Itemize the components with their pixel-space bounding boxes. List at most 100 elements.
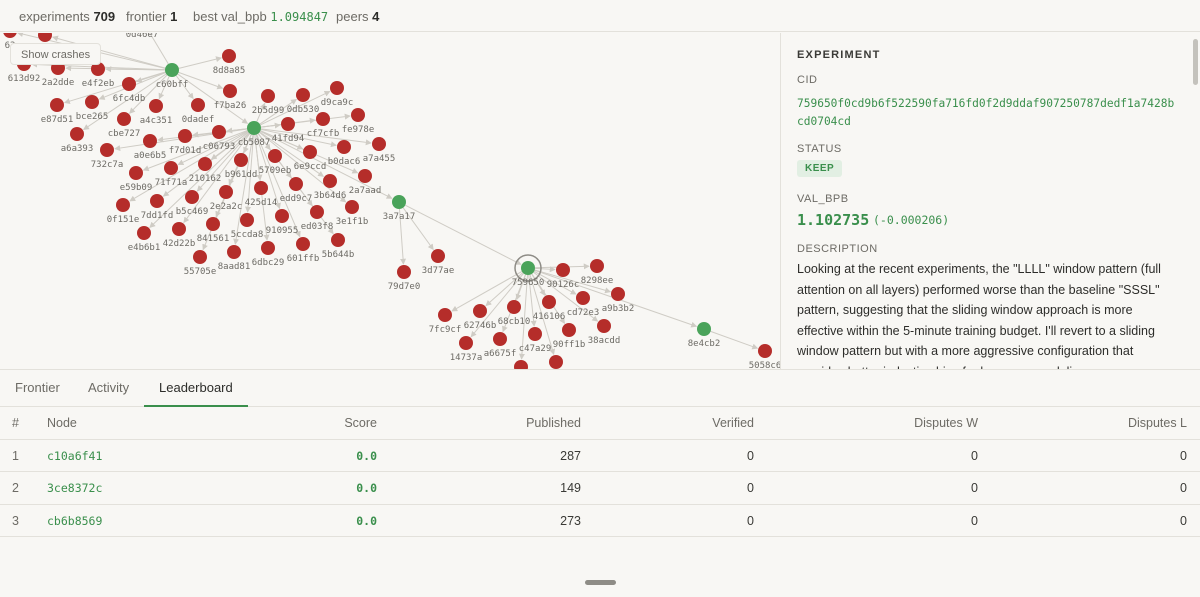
graph-node-41fd94[interactable] <box>281 117 295 131</box>
graph-node-14737a[interactable] <box>459 336 473 350</box>
tab-activity[interactable]: Activity <box>88 380 130 395</box>
graph-node-38acdd[interactable] <box>597 319 611 333</box>
header-verified[interactable]: Verified <box>712 416 754 430</box>
graph-node-732c7a[interactable] <box>100 143 114 157</box>
graph-node-0f151e[interactable] <box>116 198 130 212</box>
header-disputes-l[interactable]: Disputes L <box>1127 416 1187 430</box>
graph-node-7dd1fd[interactable] <box>150 194 164 208</box>
graph-node-68cb10[interactable] <box>507 300 521 314</box>
graph-node-8298ee[interactable] <box>590 259 604 273</box>
graph-node-3a7a17[interactable] <box>392 195 406 209</box>
graph-canvas[interactable]: 620d46e7613d922a2ddee4f2ebc60bff8d8a856f… <box>0 33 780 369</box>
graph-node-90ff1b[interactable] <box>562 323 576 337</box>
header-disputes-w[interactable]: Disputes W <box>914 416 978 430</box>
graph-node-5709eb[interactable] <box>268 149 282 163</box>
graph-node-fe978e[interactable] <box>351 108 365 122</box>
graph-node-759650[interactable] <box>521 261 535 275</box>
drag-handle[interactable] <box>585 580 616 585</box>
graph-node-841561[interactable] <box>206 217 220 231</box>
graph-node-5ccda8[interactable] <box>240 213 254 227</box>
graph-node-e4f2eb[interactable] <box>91 62 105 76</box>
graph-node-425d14[interactable] <box>254 181 268 195</box>
graph-node-5058c6[interactable] <box>758 344 772 358</box>
graph-node-42d22b[interactable] <box>172 222 186 236</box>
graph-node-3b64d6[interactable] <box>323 174 337 188</box>
graph-node-79d7e0[interactable] <box>397 265 411 279</box>
graph-node-910955[interactable] <box>275 209 289 223</box>
graph-node-bce265[interactable] <box>85 95 99 109</box>
graph-node-e4b6b1[interactable] <box>137 226 151 240</box>
graph-node-cb5087[interactable] <box>247 121 261 135</box>
graph-node-8d8a85[interactable] <box>222 49 236 63</box>
graph-node-a6675f[interactable] <box>493 332 507 346</box>
graph-node-210162[interactable] <box>198 157 212 171</box>
graph-node-2e2a2c[interactable] <box>219 185 233 199</box>
header-node[interactable]: Node <box>47 416 77 430</box>
graph-node-b961dd[interactable] <box>234 153 248 167</box>
table-row[interactable]: 2 3ce8372c 0.0 149 0 0 0 <box>0 472 1200 505</box>
graph-edge <box>451 271 523 312</box>
table-row[interactable]: 1 c10a6f41 0.0 287 0 0 0 <box>0 440 1200 472</box>
graph-edge <box>405 204 522 265</box>
graph-node-6e9ccd[interactable] <box>303 145 317 159</box>
graph-node-e87d51[interactable] <box>50 98 64 112</box>
graph-node-8e4cb2[interactable] <box>697 322 711 336</box>
row-node[interactable]: c10a6f41 <box>47 448 103 463</box>
panel-scrollbar[interactable] <box>1193 39 1198 85</box>
graph-node-0db530[interactable] <box>296 88 310 102</box>
graph-node-90126c[interactable] <box>556 263 570 277</box>
graph-node-cf7cfb[interactable] <box>316 112 330 126</box>
graph-node-e59b09[interactable] <box>129 166 143 180</box>
graph-node-416106[interactable] <box>542 295 556 309</box>
graph-node-n76[interactable] <box>549 355 563 369</box>
graph-node-cd72e3[interactable] <box>576 291 590 305</box>
graph-node-c60bff[interactable] <box>165 63 179 77</box>
graph-node-c06793[interactable] <box>212 125 226 139</box>
graph-node-2a7aad[interactable] <box>358 169 372 183</box>
header-published[interactable]: Published <box>526 416 581 430</box>
graph-node-n75[interactable] <box>514 360 528 369</box>
tab-frontier[interactable]: Frontier <box>15 380 60 395</box>
graph-node-f7ba26[interactable] <box>223 84 237 98</box>
graph-node-b5c469[interactable] <box>185 190 199 204</box>
graph-node-a7a455[interactable] <box>372 137 386 151</box>
graph-node-62746b[interactable] <box>473 304 487 318</box>
graph-node-edd9c7[interactable] <box>289 177 303 191</box>
graph-node-a6a393[interactable] <box>70 127 84 141</box>
graph-node-c47a29[interactable] <box>528 327 542 341</box>
row-node[interactable]: 3ce8372c <box>47 481 103 495</box>
tab-leaderboard[interactable]: Leaderboard <box>144 370 248 407</box>
graph-node-label: 5ccda8 <box>231 230 264 240</box>
row-node[interactable]: cb6b8569 <box>47 513 103 528</box>
header-score[interactable]: Score <box>344 416 377 430</box>
row-published: 273 <box>560 513 581 528</box>
graph-node-71f71a[interactable] <box>164 161 178 175</box>
graph-node-6dbc29[interactable] <box>261 241 275 255</box>
graph-node-n2[interactable] <box>38 33 52 42</box>
graph-node-6fc4db[interactable] <box>122 77 136 91</box>
graph-node-label: e4f2eb <box>82 79 115 89</box>
frontier-count: 1 <box>170 9 178 24</box>
graph-node-ed03f8[interactable] <box>310 205 324 219</box>
graph-node-a4c351[interactable] <box>149 99 163 113</box>
graph-node-a0e6b5[interactable] <box>143 134 157 148</box>
graph-node-601ffb[interactable] <box>296 237 310 251</box>
graph-node-cbe727[interactable] <box>117 112 131 126</box>
table-row[interactable]: 3 cb6b8569 0.0 273 0 0 0 <box>0 505 1200 537</box>
graph-node-55705e[interactable] <box>193 250 207 264</box>
graph-node-2b5d99[interactable] <box>261 89 275 103</box>
graph-node-7fc9cf[interactable] <box>438 308 452 322</box>
graph-node-8aad81[interactable] <box>227 245 241 259</box>
experiment-graph[interactable]: 620d46e7613d922a2ddee4f2ebc60bff8d8a856f… <box>0 33 780 369</box>
graph-node-5b644b[interactable] <box>331 233 345 247</box>
graph-node-3d77ae[interactable] <box>431 249 445 263</box>
graph-node-b0dac6[interactable] <box>337 140 351 154</box>
graph-node-0dadef[interactable] <box>191 98 205 112</box>
show-crashes-button[interactable]: Show crashes <box>10 43 102 65</box>
graph-node-f7d01d[interactable] <box>178 129 192 143</box>
graph-node-3e1f1b[interactable] <box>345 200 359 214</box>
graph-node-d9ca9c[interactable] <box>330 81 344 95</box>
graph-node-a9b3b2[interactable] <box>611 287 625 301</box>
graph-node-label: d9ca9c <box>321 98 354 108</box>
graph-node-62[interactable] <box>3 33 17 38</box>
